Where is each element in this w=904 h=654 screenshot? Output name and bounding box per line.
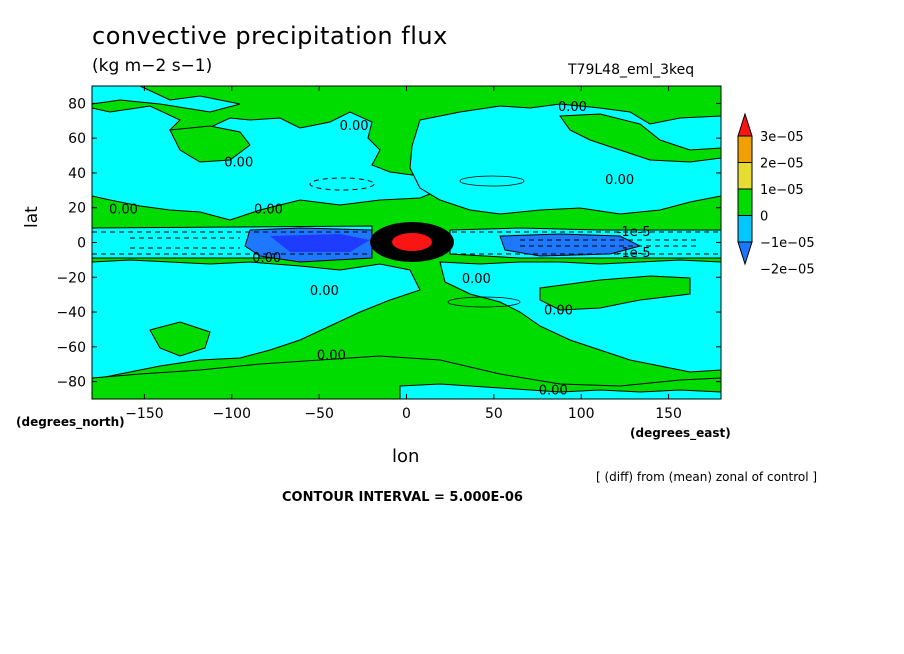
dashed-equatorial-contours <box>92 231 721 255</box>
x-tick-label: −100 <box>213 406 251 422</box>
contour-label: 0.00 <box>462 272 491 287</box>
green-island-south <box>149 321 211 357</box>
chart-units: (kg m−2 s−1) <box>92 56 213 76</box>
colorbar-segment <box>737 215 753 243</box>
colorbar-label: 0 <box>760 210 768 225</box>
colorbar-under-triangle <box>737 241 753 266</box>
thin-contour-north <box>459 175 525 187</box>
x-tick-label: 100 <box>568 406 595 422</box>
contour-label: 0.00 <box>109 202 138 217</box>
contour-fields <box>92 86 721 399</box>
colorbar: 3e−05 2e−05 1e−05 0 −1e−05 −2e−05 <box>737 112 815 278</box>
x-tick-label: 50 <box>485 406 503 422</box>
colorbar-label: 2e−05 <box>760 157 804 172</box>
colorbar-segment <box>737 162 753 190</box>
contour-label: 0.00 <box>605 173 634 188</box>
contour-label: 0.00 <box>558 100 587 115</box>
green-island-northeast <box>559 113 721 163</box>
contour-label: 0.00 <box>544 303 573 318</box>
contour-label: 0.00 <box>252 251 281 266</box>
strong-positive-core <box>392 233 432 251</box>
negative-strip-far-south <box>399 383 721 399</box>
x-axis-label: lon <box>392 446 420 467</box>
green-island-north <box>169 125 251 163</box>
y-tick-label: −20 <box>56 270 86 286</box>
colorbar-label: −2e−05 <box>760 263 815 278</box>
run-id-label: T79L48_eml_3keq <box>568 62 695 78</box>
contour-label: -1e-5 <box>617 225 651 240</box>
green-strip-south <box>92 355 721 399</box>
contour-label: 0.00 <box>310 284 339 299</box>
colorbar-segment <box>737 135 753 163</box>
colorbar-label: 1e−05 <box>760 183 804 198</box>
colorbar-over-triangle <box>737 112 753 137</box>
x-tick-label: 0 <box>402 406 411 422</box>
x-tick-label: 150 <box>655 406 682 422</box>
difference-note: [ (diff) from (mean) zonal of control ] <box>596 470 818 484</box>
axis-ticks: −150 −100 −50 0 50 100 150 −80 −60 −40 −20 0 20 40 60 8… <box>56 86 721 422</box>
y-tick-label: −40 <box>56 305 86 321</box>
contour-label: 0.00 <box>340 119 369 134</box>
x-tick-label: −50 <box>304 406 334 422</box>
contour-labels: 0.00 0.00 0.00 0.00 0.00 0.00 0.00 0.00 0.00 0.00… <box>109 100 651 398</box>
contour-label: 0.00 <box>539 383 568 398</box>
colorbar-label: 3e−05 <box>760 130 804 145</box>
y-axis-units: (degrees_north) <box>16 415 125 429</box>
colorbar-segment <box>737 188 753 216</box>
dashed-contour-north <box>309 177 375 191</box>
y-tick-label: 0 <box>77 236 86 252</box>
green-island-southeast <box>539 275 691 311</box>
contour-label: 0.00 <box>224 156 253 171</box>
contour-label: -1e-5 <box>617 246 651 261</box>
deep-negative-west <box>270 234 370 252</box>
y-tick-label: −60 <box>56 340 86 356</box>
y-tick-label: 40 <box>68 166 86 182</box>
thin-contour-south <box>447 296 521 308</box>
colorbar-label: −1e−05 <box>760 236 815 251</box>
contour-label: 0.00 <box>317 349 346 364</box>
x-axis-units: (degrees_east) <box>630 426 731 440</box>
y-tick-label: 60 <box>68 131 86 147</box>
x-tick-label: −150 <box>125 406 163 422</box>
y-tick-label: 20 <box>68 201 86 217</box>
chart-title: convective precipitation flux <box>92 22 448 50</box>
y-tick-label: −80 <box>56 375 86 391</box>
y-tick-label: 80 <box>68 96 86 112</box>
negative-patch-nw <box>92 86 241 113</box>
contour-interval: CONTOUR INTERVAL = 5.000E-06 <box>282 490 523 505</box>
contour-label: 0.00 <box>254 202 283 217</box>
